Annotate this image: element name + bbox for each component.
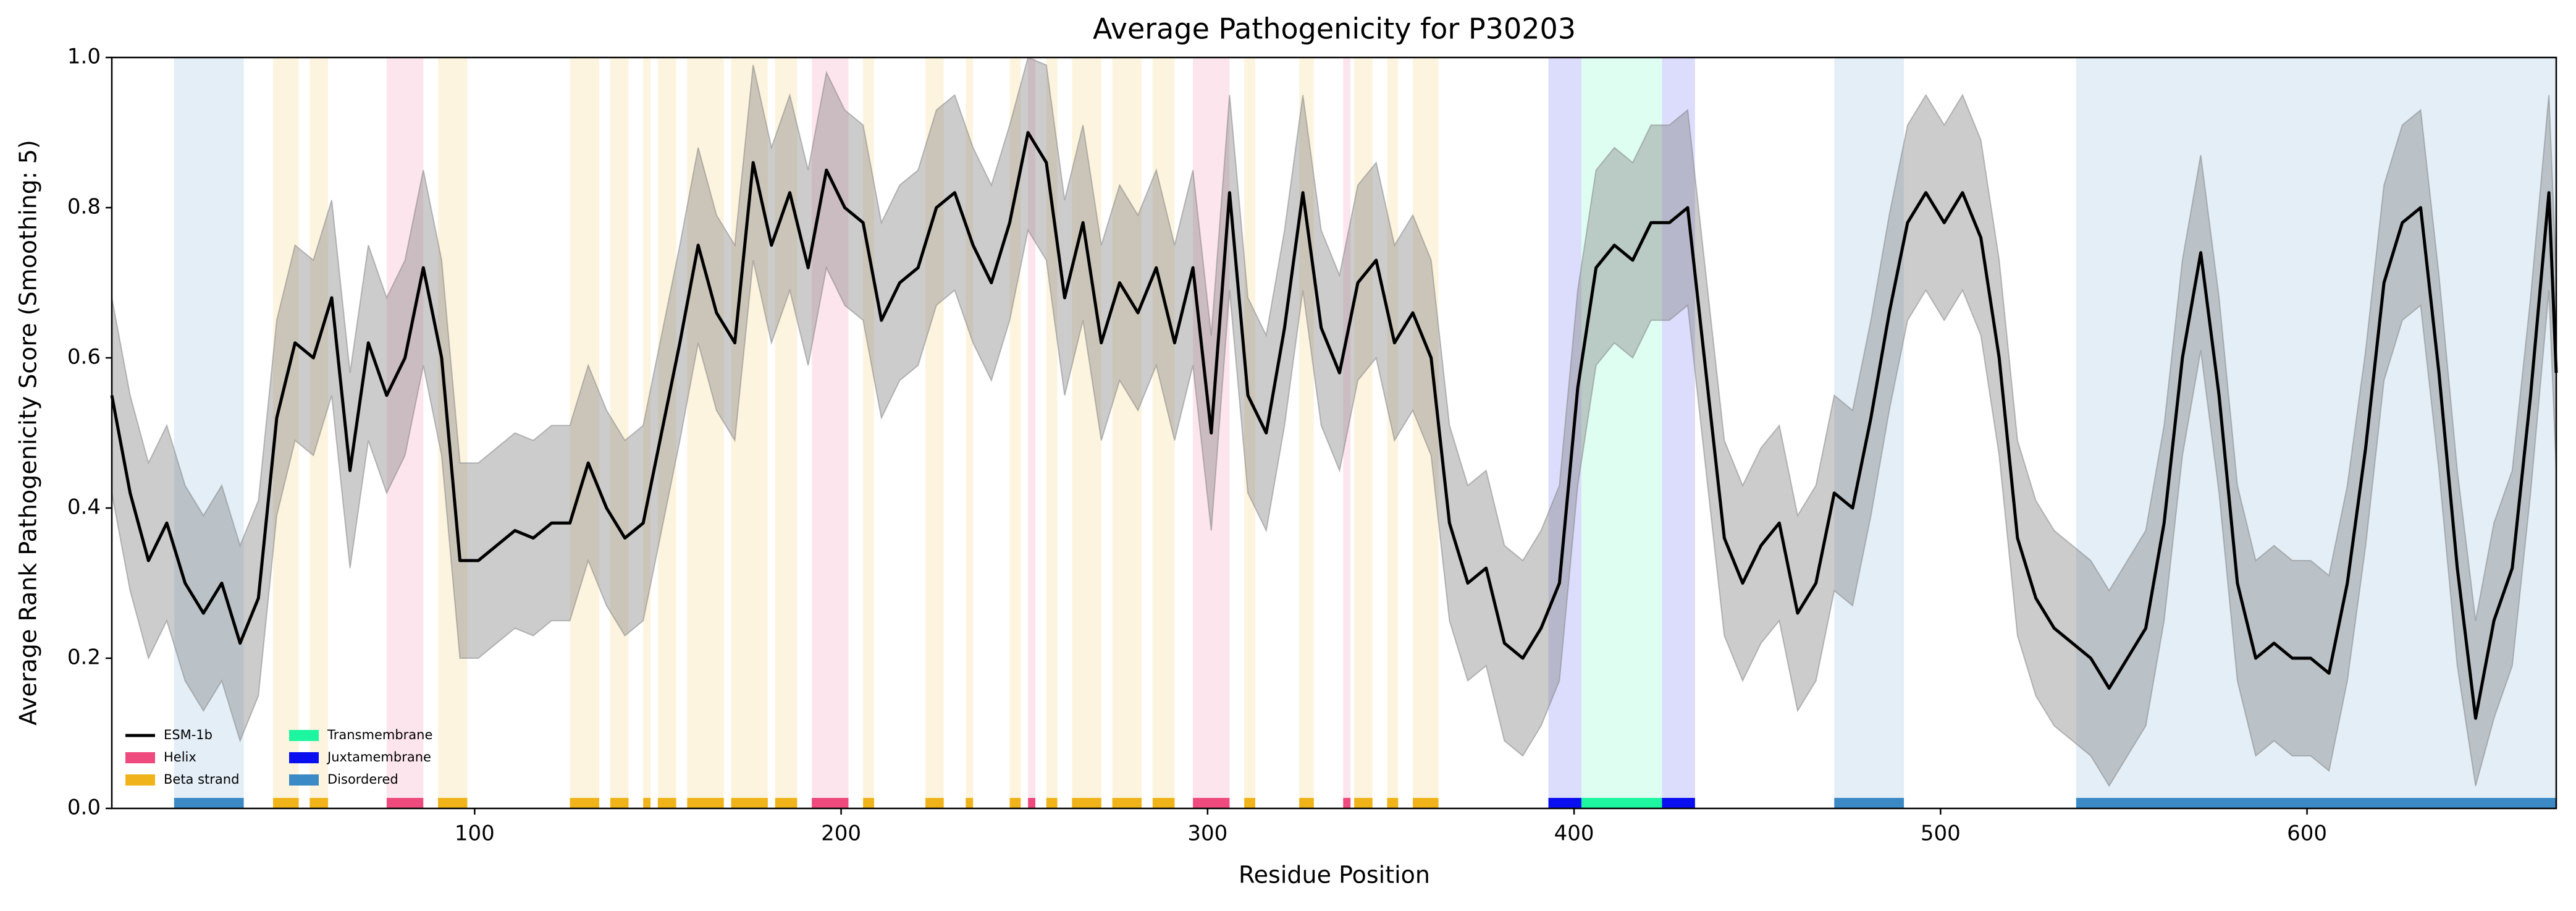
feature-shade	[812, 57, 849, 808]
feature-shade	[1413, 57, 1439, 808]
y-axis-label: Average Rank Pathogenicity Score (Smooth…	[15, 140, 42, 726]
feature-shade	[731, 57, 768, 808]
feature-shade	[1152, 57, 1175, 808]
x-tick-label: 200	[821, 821, 861, 846]
feature-bar	[437, 798, 468, 808]
y-tick-label: 1.0	[67, 44, 101, 69]
feature-bar	[1834, 798, 1905, 808]
legend-label: Juxtamembrane	[326, 750, 431, 765]
x-tick-label: 300	[1187, 821, 1227, 846]
feature-bar	[1112, 798, 1142, 808]
feature-shade	[174, 57, 244, 808]
feature-bar	[1009, 798, 1021, 808]
feature-shade	[1354, 57, 1373, 808]
feature-bar	[775, 798, 798, 808]
feature-shade	[309, 57, 329, 808]
y-tick-label: 0.4	[67, 495, 101, 520]
feature-shade	[2076, 57, 2556, 808]
feature-bar	[174, 798, 244, 808]
feature-shade	[966, 57, 974, 808]
feature-shade	[1009, 57, 1021, 808]
feature-bar	[386, 798, 424, 808]
legend-swatch	[289, 774, 319, 786]
feature-shade	[775, 57, 798, 808]
feature-shade	[570, 57, 600, 808]
feature-bar	[1581, 798, 1662, 808]
feature-bar	[1028, 798, 1035, 808]
feature-bar	[1299, 798, 1314, 808]
feature-shade	[687, 57, 724, 808]
feature-bar	[273, 798, 299, 808]
feature-bar	[1548, 798, 1581, 808]
feature-shade	[643, 57, 651, 808]
legend: ESM-1b Helix Beta strand Transmembrane Juxta…	[125, 727, 432, 787]
feature-bar	[309, 798, 329, 808]
x-tick-label: 400	[1554, 821, 1594, 846]
feature-bar	[643, 798, 651, 808]
legend-swatch	[125, 752, 155, 763]
feature-bar	[1662, 798, 1695, 808]
x-axis-label: Residue Position	[1239, 862, 1430, 889]
feature-bar	[925, 798, 944, 808]
legend-label: Transmembrane	[327, 727, 432, 742]
feature-bar	[731, 798, 768, 808]
feature-bar	[1046, 798, 1058, 808]
x-tick-label: 100	[455, 821, 495, 846]
line	[110, 131, 2558, 720]
feature-shade	[273, 57, 299, 808]
legend-label: Disordered	[327, 772, 398, 787]
feature-bar	[1413, 798, 1439, 808]
feature-bar	[1354, 798, 1373, 808]
y-tick-label: 0.0	[67, 795, 101, 820]
feature-shade	[1581, 57, 1662, 808]
feature-bar	[1193, 798, 1230, 808]
feature-bar	[1343, 798, 1351, 808]
y-tick-label: 0.6	[67, 345, 101, 370]
feature-bar	[863, 798, 874, 808]
feature-shade	[386, 57, 424, 808]
feature-shade	[925, 57, 944, 808]
feature-shade	[1662, 57, 1695, 808]
legend-swatch	[125, 774, 155, 786]
y-tick-label: 0.8	[67, 195, 101, 219]
feature-shade	[1072, 57, 1101, 808]
legend-swatch	[289, 730, 319, 741]
y-tick-label: 0.2	[67, 645, 101, 670]
x-tick-label: 500	[1921, 821, 1961, 846]
feature-bar	[610, 798, 629, 808]
x-tick-label: 600	[2287, 821, 2327, 846]
feature-bar	[966, 798, 974, 808]
feature-bar	[812, 798, 849, 808]
feature-bar	[657, 798, 676, 808]
feature-bar	[1072, 798, 1101, 808]
feature-bar	[1387, 798, 1399, 808]
legend-label: Beta strand	[164, 772, 239, 787]
plot-frame	[111, 56, 2557, 810]
feature-shade	[610, 57, 629, 808]
feature-shade	[437, 57, 468, 808]
chart-title: Average Pathogenicity for P30203	[1093, 12, 1576, 46]
feature-bar	[2076, 798, 2556, 808]
legend-label: ESM-1b	[164, 727, 213, 742]
feature-shade	[1028, 57, 1035, 808]
feature-bar	[1152, 798, 1175, 808]
feature-shade	[1112, 57, 1142, 808]
legend-swatch	[289, 752, 319, 763]
feature-bar	[570, 798, 600, 808]
feature-bar	[1244, 798, 1255, 808]
feature-bar	[687, 798, 724, 808]
feature-shade	[1046, 57, 1058, 808]
legend-label: Helix	[164, 750, 196, 765]
feature-shade	[1244, 57, 1255, 808]
